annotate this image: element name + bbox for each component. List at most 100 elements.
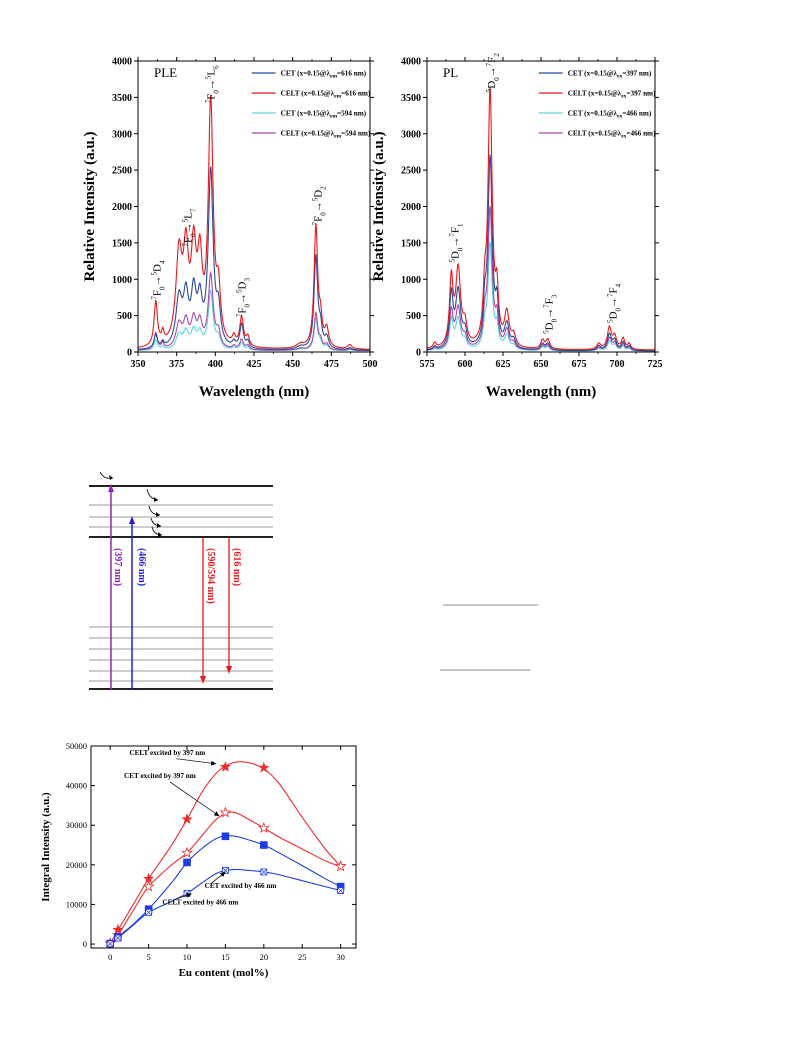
legend-entry: CET (x=0.15@λex=397 nm) — [568, 70, 652, 80]
emission-arrowhead-594 — [200, 676, 206, 684]
y-tick-label: 4000 — [112, 57, 132, 68]
transition-text: 7 — [151, 296, 159, 300]
data-point-cross — [114, 934, 122, 942]
y-tick-label: 10000 — [66, 899, 87, 909]
legend-text: em — [334, 93, 341, 99]
spectrum-line — [137, 166, 370, 351]
y-axis-title: Integral Intensity (a.u.) — [40, 792, 52, 902]
spectrum-line — [426, 154, 656, 352]
transition-text: F — [182, 237, 194, 243]
legend-text: ex — [621, 133, 626, 139]
x-axis-title: Wavelength (nm) — [199, 384, 309, 400]
transition-text: 6 — [213, 65, 221, 69]
y-tick-label: 0 — [83, 939, 87, 949]
y-tick-label: 3500 — [401, 93, 421, 104]
x-tick-label: 400 — [208, 359, 223, 370]
legend-text: em — [334, 133, 341, 139]
transition-text: 2 — [493, 53, 501, 57]
panel-label: PL — [443, 65, 458, 80]
label-arrowhead — [186, 892, 192, 898]
x-tick-label: 350 — [131, 359, 146, 370]
label-arrowhead — [213, 811, 220, 817]
y-tick-label: 500 — [406, 311, 421, 322]
legend-text: CET (x=0.15@ — [281, 110, 327, 118]
legend-text: ex — [617, 113, 622, 119]
plot-frame — [137, 60, 371, 353]
transition-label: 7F0→5L6 — [205, 65, 221, 103]
x-tick-label: 10 — [183, 952, 192, 962]
transition-label: 5D0→7F1 — [448, 223, 464, 263]
transition-text: D — [152, 264, 164, 272]
transition-text: → — [544, 308, 556, 319]
transition-text: → — [237, 293, 249, 304]
transition-text: → — [206, 79, 218, 90]
relaxation-arrow — [151, 526, 163, 536]
legend-text: =466 nm) — [622, 110, 652, 118]
excitation-arrowhead-466 — [129, 516, 135, 524]
transition-text: 5 — [448, 259, 456, 263]
legend-text: λ — [614, 70, 618, 78]
legend-text: =594 nm) — [337, 110, 367, 118]
spectrum-line — [426, 241, 655, 352]
emission-label-594: (590/594 nm) — [205, 548, 216, 604]
transition-label: 7F0→5D4 — [151, 260, 167, 300]
y-axis-title: Relative Intensity (a.u.) — [82, 132, 98, 282]
y-tick-label: 1500 — [112, 238, 132, 249]
y-tick-label: 40000 — [66, 781, 87, 791]
data-point — [219, 761, 231, 772]
data-point-cross — [106, 940, 114, 947]
transition-text: 2 — [319, 186, 327, 190]
transition-text: L — [206, 69, 218, 76]
legend-text: ex — [621, 93, 626, 99]
transition-text: D — [607, 311, 619, 319]
legend-text: CELT (x=0.15@ — [281, 130, 331, 138]
panel-label: PLE — [154, 65, 177, 80]
data-point — [183, 858, 191, 867]
fit-curve — [109, 868, 341, 945]
transition-text: 5 — [151, 271, 159, 275]
relaxation-arrowhead — [156, 512, 160, 517]
transition-text: F — [486, 57, 498, 63]
x-tick-label: 625 — [496, 359, 511, 370]
transition-text: 3 — [244, 278, 252, 282]
fit-curve — [109, 811, 341, 944]
legend-text: CELT (x=0.15@ — [568, 130, 618, 138]
transition-text: F — [544, 298, 556, 304]
emission-label-616: (616 nm) — [231, 548, 242, 586]
transition-text: D — [237, 281, 249, 289]
transition-text: → — [152, 275, 164, 286]
transition-text: F — [449, 227, 461, 233]
y-tick-label: 3500 — [112, 93, 132, 104]
legend-text: λ — [326, 110, 330, 118]
x-tick-label: 475 — [324, 359, 339, 370]
x-tick-label: 30 — [336, 952, 345, 962]
x-tick-label: 700 — [610, 359, 625, 370]
excitation-label-466: (466 nm) — [136, 548, 147, 586]
relaxation-arrowhead — [157, 523, 161, 528]
transition-text: F — [607, 287, 619, 293]
transition-text: → — [312, 201, 324, 212]
legend-text: em — [330, 73, 337, 79]
transition-text: 7 — [311, 221, 319, 225]
y-tick-label: 2500 — [112, 166, 132, 177]
transition-text: 5 — [205, 75, 213, 79]
relaxation-arrowhead — [109, 475, 113, 480]
series-label: CELT excited by 466 nm — [162, 898, 238, 906]
transition-text: 7 — [448, 233, 456, 237]
spectrum-line — [137, 288, 371, 352]
y-tick-label: 2000 — [112, 202, 132, 213]
x-axis-title: Wavelength (nm) — [486, 384, 596, 400]
data-point — [142, 880, 155, 892]
ple-chart: 350 375 400 425 450 475 5000500100015002000250… — [82, 57, 378, 401]
fit-curve — [109, 835, 341, 945]
transition-text: 7 — [606, 293, 614, 297]
legend-entry: CET (x=0.15@λex=466 nm) — [568, 110, 652, 120]
fit-curve — [109, 761, 342, 944]
transition-label: 7F0→5D2 — [311, 186, 327, 226]
y-tick-label: 50000 — [66, 741, 87, 751]
transition-text: 7 — [181, 243, 189, 247]
x-axis-title: Eu content (mol%) — [179, 967, 269, 979]
legend-text: CET (x=0.15@ — [568, 70, 614, 78]
